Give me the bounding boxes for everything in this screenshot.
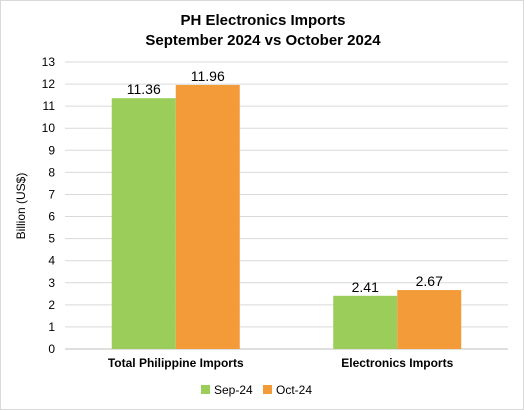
y-axis-label: Billion (US$) — [14, 173, 28, 240]
y-tick-label: 12 — [42, 77, 56, 91]
y-tick-label: 3 — [48, 276, 55, 290]
y-tick-label: 7 — [48, 187, 55, 201]
bars — [111, 84, 462, 350]
data-label: 11.36 — [127, 81, 161, 97]
data-label: 2.41 — [352, 279, 379, 295]
y-tick-label: 1 — [48, 320, 55, 334]
data-label: 2.67 — [416, 273, 443, 289]
data-label: 11.96 — [191, 68, 225, 84]
x-category-label: Total Philippine Imports — [108, 356, 244, 370]
legend-label: Sep-24 — [214, 383, 253, 397]
x-axis-categories: Total Philippine Imports Electronics Impo… — [108, 356, 454, 370]
bar-sep-24-0 — [111, 98, 176, 350]
y-tick-label: 10 — [42, 121, 56, 135]
legend: Sep-24 Oct-24 — [201, 383, 312, 397]
y-tick-label: 4 — [48, 254, 55, 268]
x-category-label: Electronics Imports — [341, 356, 453, 370]
y-tick-label: 13 — [42, 55, 56, 69]
bar-oct-24-0 — [175, 84, 240, 350]
y-tick-label: 5 — [48, 232, 55, 246]
chart-title-line1: PH Electronics Imports — [180, 12, 345, 29]
y-tick-label: 0 — [48, 342, 55, 356]
y-tick-label: 2 — [48, 298, 55, 312]
chart-title-line2: September 2024 vs October 2024 — [145, 32, 381, 49]
legend-swatch-sep-24 — [201, 385, 210, 394]
legend-label: Oct-24 — [276, 383, 312, 397]
y-tick-label: 9 — [48, 143, 55, 157]
y-tick-label: 8 — [48, 165, 55, 179]
y-tick-label: 6 — [48, 210, 55, 224]
y-tick-label: 11 — [43, 99, 56, 113]
data-labels: 11.36 11.96 2.41 2.67 — [127, 68, 443, 295]
bar-sep-24-1 — [333, 295, 398, 349]
legend-swatch-oct-24 — [263, 385, 272, 394]
bar-oct-24-1 — [397, 290, 462, 349]
